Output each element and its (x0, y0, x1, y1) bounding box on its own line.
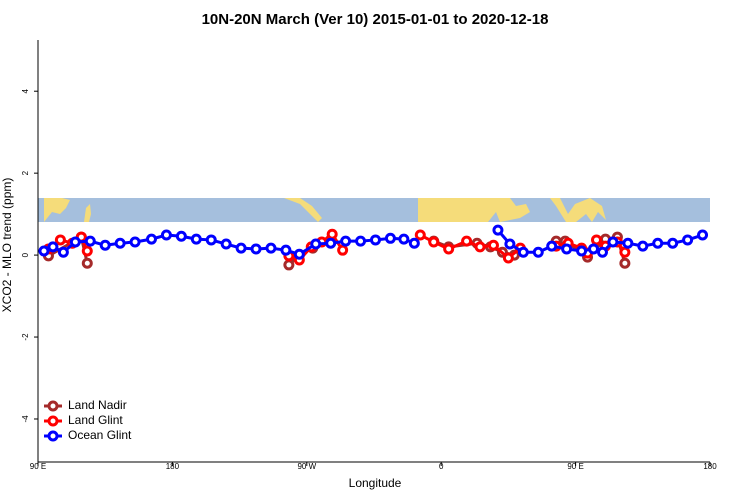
legend-marker (47, 400, 59, 412)
data-point (682, 234, 694, 246)
data-point (205, 234, 217, 246)
land (84, 204, 91, 222)
data-point (576, 245, 588, 257)
data-point (293, 248, 305, 260)
land (284, 198, 322, 222)
data-point (160, 229, 172, 241)
data-point (517, 246, 529, 258)
data-point (47, 241, 59, 253)
land (44, 198, 70, 222)
x-tick-label: 90 E (567, 462, 583, 471)
data-point (588, 243, 600, 255)
data-point (532, 246, 544, 258)
land (550, 198, 606, 222)
data-point (591, 234, 603, 246)
data-point (697, 229, 709, 241)
data-point (561, 243, 573, 255)
data-point (355, 235, 367, 247)
data-point (69, 236, 81, 248)
data-point (57, 246, 69, 258)
data-point (667, 237, 679, 249)
data-point (369, 234, 381, 246)
data-point (414, 229, 426, 241)
y-tick-label: -2 (21, 333, 30, 341)
data-point (408, 237, 420, 249)
data-point (502, 252, 514, 264)
data-point (265, 242, 277, 254)
data-point (190, 233, 202, 245)
data-point (114, 237, 126, 249)
data-point (596, 246, 608, 258)
land (418, 198, 530, 222)
data-point (652, 237, 664, 249)
map-strip (38, 198, 710, 222)
data-point (250, 243, 262, 255)
y-axis-label: XCO2 - MLO trend (ppm) (0, 178, 14, 313)
data-point (428, 236, 440, 248)
data-point (622, 237, 634, 249)
chart-title: 10N-20N March (Ver 10) 2015-01-01 to 202… (202, 11, 549, 28)
data-point (84, 235, 96, 247)
data-point (340, 235, 352, 247)
data-point (337, 244, 349, 256)
data-point (81, 257, 93, 269)
data-point (607, 236, 619, 248)
legend-marker (47, 415, 59, 427)
legend-marker (47, 430, 59, 442)
data-point (325, 237, 337, 249)
legend-label: Land Glint (68, 413, 123, 427)
data-point (487, 239, 499, 251)
data-point (235, 242, 247, 254)
data-point (129, 236, 141, 248)
data-point (474, 241, 486, 253)
ocean-band (38, 198, 710, 222)
data-point (145, 233, 157, 245)
data-point (619, 257, 631, 269)
data-point (280, 244, 292, 256)
y-tick-label: 0 (21, 252, 30, 257)
data-point (619, 246, 631, 258)
x-tick-label: 90 W (297, 462, 316, 471)
data-point (54, 234, 66, 246)
x-tick-label: 180 (703, 462, 717, 471)
data-point (504, 238, 516, 250)
y-tick-label: -4 (21, 415, 30, 423)
data-point (283, 259, 295, 271)
data-point (38, 245, 50, 257)
x-tick-label: 0 (439, 462, 444, 471)
data-point (310, 238, 322, 250)
data-point (175, 230, 187, 242)
y-tick-label: 4 (21, 88, 30, 93)
x-tick-label: 180 (166, 462, 180, 471)
y-tick-label: 2 (21, 170, 30, 175)
legend-label: Land Nadir (68, 398, 127, 412)
data-point (637, 240, 649, 252)
data-point (492, 224, 504, 236)
data-point (384, 232, 396, 244)
data-point (398, 233, 410, 245)
data-point (461, 235, 473, 247)
data-point (220, 238, 232, 250)
data-point (99, 239, 111, 251)
data-point (81, 245, 93, 257)
data-point (546, 240, 558, 252)
data-point (443, 243, 455, 255)
x-axis-label: Longitude (349, 476, 402, 490)
legend-label: Ocean Glint (68, 428, 132, 442)
x-tick-label: 90 E (30, 462, 46, 471)
data-point (326, 228, 338, 240)
